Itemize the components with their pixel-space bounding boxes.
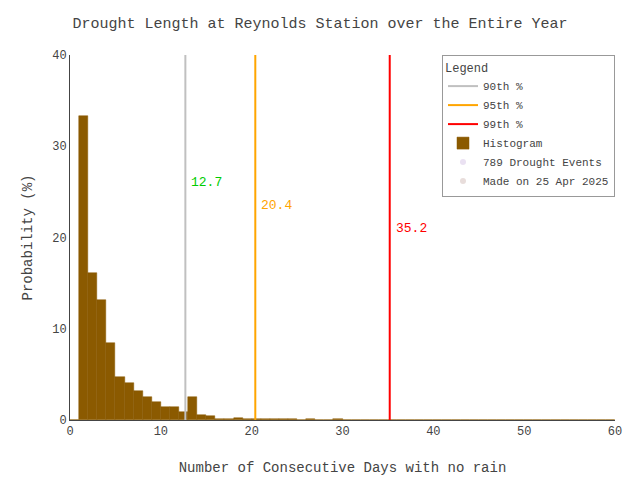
svg-text:40: 40 [52, 49, 66, 63]
svg-text:0: 0 [66, 425, 73, 439]
svg-text:60: 60 [608, 425, 622, 439]
svg-text:789 Drought Events: 789 Drought Events [483, 157, 602, 169]
svg-text:40: 40 [426, 425, 440, 439]
svg-text:12.7: 12.7 [191, 175, 222, 190]
svg-text:99th %: 99th % [483, 119, 523, 131]
svg-text:Legend: Legend [445, 62, 488, 76]
svg-text:Number of Consecutive Days wit: Number of Consecutive Days with no rain [179, 460, 507, 476]
svg-text:30: 30 [52, 140, 66, 154]
svg-text:95th %: 95th % [483, 100, 523, 112]
svg-text:Drought Length at Reynolds Sta: Drought Length at Reynolds Station over … [72, 16, 567, 33]
svg-text:0: 0 [59, 414, 66, 428]
svg-text:30: 30 [335, 425, 349, 439]
svg-text:Histogram: Histogram [483, 138, 543, 150]
svg-text:10: 10 [154, 425, 168, 439]
svg-text:Made on 25 Apr 2025: Made on 25 Apr 2025 [483, 176, 608, 188]
svg-text:20.4: 20.4 [261, 198, 292, 213]
svg-text:10: 10 [52, 323, 66, 337]
svg-text:90th %: 90th % [483, 81, 523, 93]
svg-text:35.2: 35.2 [396, 221, 427, 236]
svg-text:Probability (%): Probability (%) [20, 174, 36, 300]
svg-text:20: 20 [244, 425, 258, 439]
svg-text:50: 50 [517, 425, 531, 439]
svg-text:20: 20 [52, 232, 66, 246]
